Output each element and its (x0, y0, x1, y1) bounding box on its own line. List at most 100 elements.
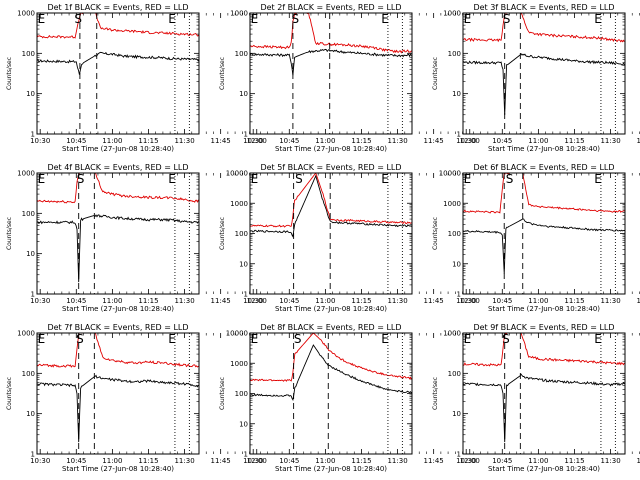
start-marker-label: S (506, 172, 514, 186)
chart-panel-3: Det 3f BLACK = Events, RED = LLD Counts/s… (432, 3, 640, 153)
y-tick-label: 1000 (17, 170, 35, 178)
x-tick-label: 12:00 (247, 457, 267, 465)
x-axis-label: Start Time (27-Jun-08 10:28:40) (488, 145, 600, 153)
start-marker-label: S (295, 172, 303, 186)
chart-title: Det 6f BLACK = Events, RED = LLD (473, 163, 614, 172)
end-marker-label: E (464, 12, 472, 26)
series-line-events (37, 374, 199, 443)
x-axis-label: Start Time (27-Jun-08 10:28:40) (488, 305, 600, 313)
x-tick-label: 11:30 (387, 137, 407, 145)
y-axis-label: Counts/sec (219, 57, 226, 90)
start-marker-label: S (502, 332, 510, 346)
x-tick-label: 11:00 (102, 457, 122, 465)
y-tick-label: 100 (448, 50, 461, 58)
start-marker-label: S (294, 332, 302, 346)
end-marker-label: E (38, 332, 46, 346)
x-axis-label: Start Time (27-Jun-08 10:28:40) (275, 145, 387, 153)
x-tick-label: 11:15 (564, 137, 584, 145)
end-marker-label: E (594, 172, 602, 186)
x-tick-label: 10:45 (492, 457, 512, 465)
chart-title: Det 9f BLACK = Events, RED = LLD (473, 323, 614, 332)
plot-frame (36, 172, 200, 295)
x-tick-label: 11:30 (174, 457, 194, 465)
y-tick-label: 1 (244, 291, 248, 299)
x-axis-label: Start Time (27-Jun-08 10:28:40) (488, 465, 600, 473)
chart-title: Det 7f BLACK = Events, RED = LLD (47, 323, 188, 332)
y-tick-label: 1 (457, 451, 461, 459)
end-marker-label: E (464, 172, 472, 186)
series-line-lld (37, 13, 199, 39)
series-line-events (250, 48, 412, 76)
x-tick-label: 11:45 (211, 457, 231, 465)
x-tick-label: 11:00 (315, 297, 335, 305)
end-marker-label: E (168, 332, 176, 346)
x-tick-label: 10:30 (456, 137, 476, 145)
x-tick-label: 11:45 (424, 457, 444, 465)
end-marker-label: E (381, 172, 389, 186)
series-line-events (250, 174, 412, 238)
y-tick-label: 100 (235, 50, 248, 58)
x-tick-label: 12:00 (247, 297, 267, 305)
y-axis-label: Counts/sec (432, 57, 439, 90)
end-marker-label: E (381, 332, 389, 346)
x-tick-label: 11:45 (211, 297, 231, 305)
end-marker-label: E (168, 172, 176, 186)
plot-frame (36, 332, 200, 455)
series-line-events (463, 218, 625, 274)
y-tick-label: 10 (452, 90, 461, 98)
start-marker-label: S (291, 12, 299, 26)
x-tick-label: 11:45 (637, 297, 640, 305)
chart-title: Det 4f BLACK = Events, RED = LLD (47, 163, 188, 172)
x-tick-label: 11:30 (600, 457, 620, 465)
x-tick-label: 11:00 (528, 137, 548, 145)
chart-panel-7: Det 7f BLACK = Events, RED = LLD Counts/s… (6, 323, 267, 473)
end-marker-label: E (251, 172, 259, 186)
x-tick-label: 11:15 (351, 297, 371, 305)
x-tick-label: 11:30 (387, 457, 407, 465)
chart-panel-6: Det 6f BLACK = Events, RED = LLD Counts/s… (432, 163, 640, 313)
x-axis-label: Start Time (27-Jun-08 10:28:40) (62, 305, 174, 313)
y-tick-label: 1 (31, 291, 35, 299)
chart-panel-9: Det 9f BLACK = Events, RED = LLD Counts/s… (432, 323, 640, 473)
x-tick-label: 12:00 (460, 457, 480, 465)
x-tick-label: 12:00 (460, 137, 480, 145)
x-tick-label: 11:00 (315, 457, 335, 465)
y-tick-label: 1 (457, 291, 461, 299)
x-tick-label: 10:30 (243, 457, 263, 465)
y-tick-label: 10 (452, 410, 461, 418)
x-tick-label: 11:15 (351, 457, 371, 465)
x-tick-label: 11:15 (351, 137, 371, 145)
y-tick-label: 1000 (17, 10, 35, 18)
y-axis-label: Counts/sec (6, 57, 13, 90)
chart-panel-2: Det 2f BLACK = Events, RED = LLD Counts/s… (219, 3, 480, 153)
y-tick-label: 1000 (443, 330, 461, 338)
x-tick-label: 11:30 (174, 297, 194, 305)
chart-title: Det 8f BLACK = Events, RED = LLD (260, 323, 401, 332)
x-tick-label: 10:30 (456, 297, 476, 305)
y-tick-label: 100 (22, 210, 35, 218)
start-marker-label: S (74, 12, 82, 26)
x-tick-label: 11:45 (637, 457, 640, 465)
x-tick-label: 10:30 (30, 297, 50, 305)
y-tick-label: 1 (457, 131, 461, 139)
y-tick-label: 10 (26, 410, 35, 418)
x-tick-label: 11:00 (528, 457, 548, 465)
x-tick-label: 11:45 (424, 297, 444, 305)
x-tick-label: 11:15 (138, 137, 158, 145)
series-line-events (37, 51, 199, 75)
series-line-lld (250, 333, 412, 382)
x-tick-label: 10:30 (456, 457, 476, 465)
x-tick-label: 11:15 (564, 457, 584, 465)
plot-frame (249, 12, 413, 135)
y-tick-label: 10000 (439, 170, 461, 178)
y-tick-label: 1000 (17, 330, 35, 338)
y-axis-label: Counts/sec (219, 217, 226, 250)
series-line-lld (37, 333, 199, 368)
plot-frame (462, 172, 626, 295)
plot-frame (36, 12, 200, 135)
y-tick-label: 1000 (230, 360, 248, 368)
x-tick-label: 11:45 (211, 137, 231, 145)
end-marker-label: E (251, 332, 259, 346)
y-tick-label: 1000 (443, 10, 461, 18)
